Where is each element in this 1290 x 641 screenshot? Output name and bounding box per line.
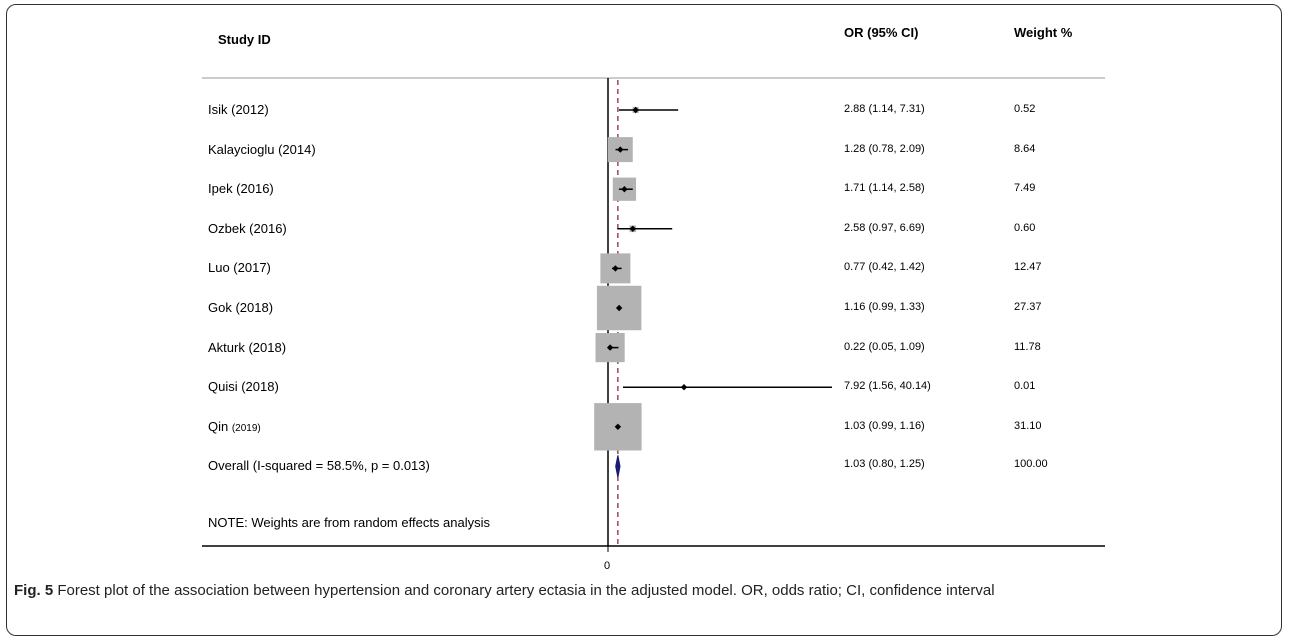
or-ci-value: 1.71 (1.14, 2.58)	[844, 182, 925, 195]
weight-value: 0.52	[1014, 103, 1036, 115]
weight-value: 8.64	[1014, 142, 1036, 155]
overall-weight: 100.00	[1014, 458, 1048, 471]
point-estimate	[615, 304, 623, 312]
caption-label: Fig. 5	[14, 582, 54, 599]
weight-value: 27.37	[1014, 301, 1042, 313]
weights-note: NOTE: Weights are from random effects an…	[208, 515, 491, 530]
header-study-id: Study ID	[218, 32, 271, 47]
study-label: Ipek (2016)	[208, 181, 274, 197]
point-estimate	[606, 344, 614, 351]
or-ci-value: 0.22 (0.05, 1.09)	[844, 340, 925, 353]
weight-value: 7.49	[1014, 182, 1036, 195]
point-estimate	[612, 265, 619, 272]
study-label: Gok (2018)	[208, 300, 274, 315]
study-label: Qin (2019)	[208, 418, 261, 434]
or-ci-value: 1.16 (0.99, 1.33)	[844, 301, 925, 313]
weight-value: 12.47	[1014, 261, 1042, 274]
forest-marks	[594, 106, 832, 478]
caption-text: Forest plot of the association between h…	[57, 582, 995, 599]
or-ci-value: 0.77 (0.42, 1.42)	[844, 261, 925, 274]
point-estimate	[632, 106, 639, 114]
point-estimate	[617, 146, 624, 153]
study-label: Akturk (2018)	[208, 339, 287, 355]
or-ci-value: 1.03 (0.99, 1.16)	[844, 419, 925, 432]
overall-or-ci: 1.03 (0.80, 1.25)	[844, 458, 925, 471]
study-label: Kalaycioglu (2014)	[208, 141, 316, 157]
overall-diamond	[615, 455, 621, 478]
axis-tick-label: 0	[604, 560, 611, 572]
figure-caption: Fig. 5 Forest plot of the association be…	[14, 580, 1269, 601]
header-or-ci: OR (95% CI)	[844, 25, 919, 40]
point-estimate	[680, 384, 688, 391]
study-label: Ozbek (2016)	[208, 220, 287, 236]
or-ci-value: 2.88 (1.14, 7.31)	[844, 103, 925, 115]
weight-value: 11.78	[1014, 340, 1041, 353]
or-ci-value: 2.58 (0.97, 6.69)	[844, 221, 925, 234]
point-estimate	[621, 186, 628, 193]
point-estimate	[614, 423, 622, 430]
weight-value: 0.60	[1014, 221, 1036, 234]
or-ci-value: 1.28 (0.78, 2.09)	[844, 142, 925, 155]
or-ci-value: 7.92 (1.56, 40.14)	[844, 380, 931, 393]
study-label: Quisi (2018)	[208, 379, 279, 395]
point-estimate	[629, 225, 636, 232]
study-label: Luo (2017)	[208, 260, 271, 276]
header-weight: Weight %	[1014, 25, 1073, 40]
study-label: Isik (2012)	[208, 102, 269, 117]
overall-label: Overall (I-squared = 58.5%, p = 0.013)	[208, 458, 430, 474]
weight-value: 31.10	[1014, 419, 1042, 432]
figure-frame	[6, 4, 1282, 636]
weight-value: 0.01	[1014, 380, 1036, 393]
